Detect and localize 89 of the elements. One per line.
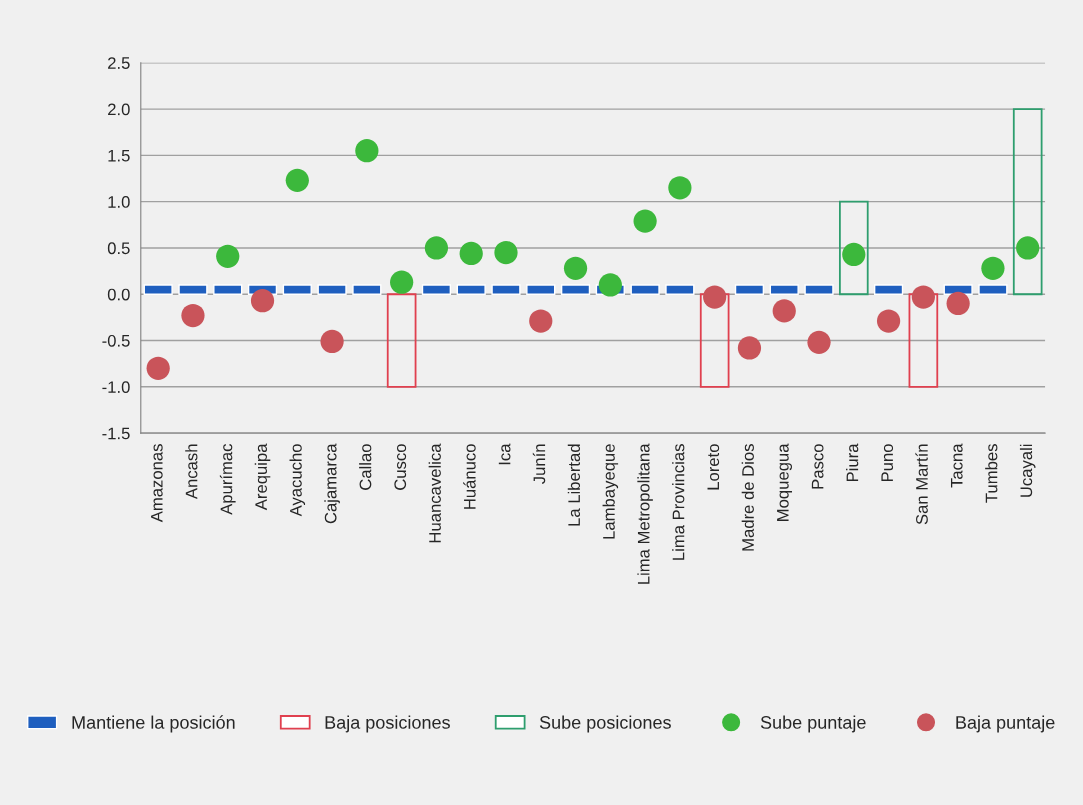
point	[668, 176, 692, 200]
point	[424, 236, 449, 260]
y-tick-label: 2.0	[108, 103, 130, 116]
bar	[560, 284, 591, 295]
point	[703, 285, 727, 309]
bar	[317, 284, 347, 295]
bar	[1012, 108, 1043, 296]
bar	[491, 284, 521, 295]
point	[250, 289, 275, 313]
bar	[943, 284, 973, 295]
x-tick-label: Lambayeque	[602, 444, 619, 539]
y-tick-label: -1.5	[102, 427, 130, 440]
legend-label: Sube posiciones	[539, 715, 671, 733]
x-tick-label: Junín	[532, 444, 546, 485]
x-tick-label: Tacna	[950, 443, 963, 488]
point	[1016, 236, 1040, 260]
legend-label: Mantiene la posición	[72, 715, 235, 733]
point	[146, 356, 170, 380]
bar	[630, 284, 660, 295]
bar	[873, 284, 904, 295]
y-tick-label: 2.5	[108, 57, 130, 69]
x-tick-label: Piura	[846, 443, 859, 482]
point	[216, 244, 240, 268]
bar	[143, 284, 173, 295]
x-tick-label: Amazonas	[151, 444, 163, 523]
point	[772, 299, 796, 323]
x-tick-label: Ancash	[185, 444, 198, 500]
point	[459, 241, 483, 266]
x-tick-label: Arequipa	[254, 443, 271, 511]
x-tick-label: La Libertad	[567, 444, 581, 526]
x-tick-label: Callao	[359, 444, 372, 490]
y-tick-label: 1.0	[108, 196, 130, 208]
bar	[734, 284, 765, 295]
y-tick-label: -1.0	[102, 381, 130, 394]
point	[181, 303, 205, 328]
x-tick-label: Cusco	[394, 444, 407, 490]
x-tick-label: Ucayali	[1019, 444, 1036, 497]
x-tick-label: Madre de Dios	[741, 444, 754, 551]
x-tick-label: Ica	[498, 443, 511, 465]
x-tick-label: Lima Provincias	[672, 444, 685, 560]
y-tick-label: -0.5	[102, 334, 130, 347]
bar	[421, 284, 452, 295]
bar	[665, 284, 695, 295]
bar	[978, 284, 1008, 295]
point	[494, 240, 518, 265]
point	[529, 309, 553, 333]
point	[563, 256, 588, 280]
bar	[386, 293, 417, 388]
x-tick-label: Huánuco	[463, 444, 476, 509]
x-tick-label: Lima Metropolitana	[637, 443, 653, 584]
bar	[352, 284, 382, 295]
x-tick-label: San Martín	[915, 444, 928, 525]
x-tick-label: Pasco	[811, 444, 824, 489]
bar	[699, 293, 730, 388]
x-tick-label: Apurímac	[219, 443, 236, 515]
bar	[178, 284, 208, 295]
y-tick-label: 0.0	[107, 288, 130, 301]
point	[633, 209, 657, 233]
legend-label: Sube puntaje	[760, 715, 866, 733]
y-tick-label: 1.5	[108, 149, 130, 162]
legend-label: Baja posiciones	[325, 715, 450, 733]
bar	[838, 200, 869, 296]
bar	[213, 284, 243, 295]
y-tick-label: 0.5	[107, 242, 130, 255]
point	[946, 291, 970, 316]
x-tick-label: Tumbes	[985, 444, 998, 503]
point	[390, 270, 414, 294]
x-tick-label: Cajamarca	[324, 443, 340, 524]
x-tick-label: Moquegua	[777, 443, 793, 521]
bar	[282, 284, 312, 295]
x-tick-label: Puno	[881, 444, 894, 482]
bar	[526, 284, 556, 295]
point	[876, 309, 901, 333]
point	[911, 285, 935, 309]
point	[598, 273, 622, 297]
point	[981, 256, 1005, 280]
point	[807, 330, 831, 354]
x-tick-label: Loreto	[707, 444, 720, 490]
legend-label: Baja puntaje	[956, 715, 1055, 733]
point	[285, 168, 309, 192]
bar	[908, 293, 939, 388]
bar	[804, 284, 834, 295]
x-tick-label: Huancavelica	[428, 443, 441, 543]
point	[355, 139, 379, 163]
point	[737, 336, 762, 360]
bar	[456, 284, 486, 295]
point	[320, 329, 344, 354]
x-tick-label: Ayacucho	[289, 444, 306, 517]
bar	[769, 284, 799, 295]
